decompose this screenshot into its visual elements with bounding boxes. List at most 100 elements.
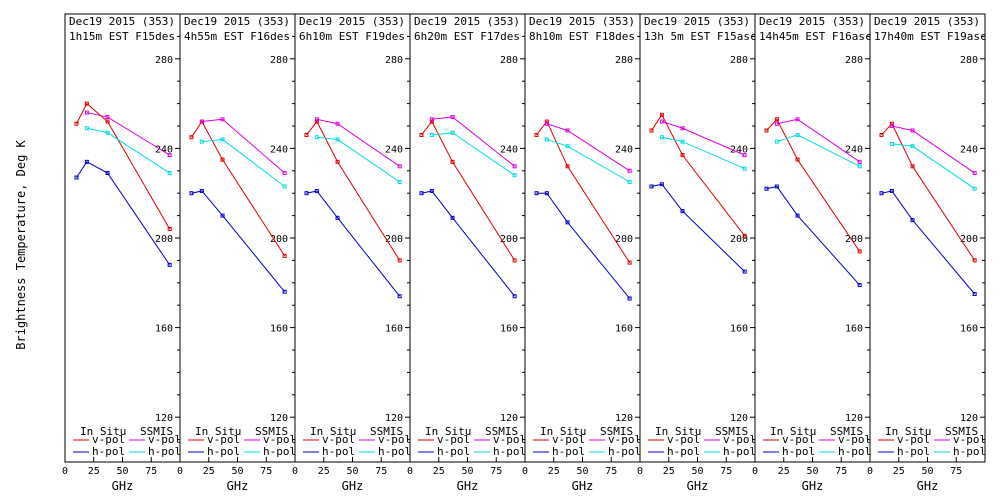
y-tick-label: 120 [500,413,518,424]
data-point-ssmis_h [512,173,517,178]
series-line-insitu_h [306,190,401,297]
y-tick-label: 160 [500,324,518,335]
data-point-ssmis_v [450,115,455,120]
legend-label-ssmis-hpol: h-pol [953,445,986,458]
x-tick-label: 0 [177,466,183,477]
data-point-ssmis_v [680,126,685,131]
data-point-ssmis_h [397,180,402,184]
series-line-ssmis_h [431,132,515,176]
y-tick-label: 240 [155,144,173,155]
data-point-insitu_h [879,191,884,196]
data-point-ssmis_h [199,139,204,144]
panel-1: Dec19 2015 (353) 1h15m EST F15des 120 160 20… [62,13,181,493]
data-point-ssmis_h [84,126,89,131]
data-point-insitu_h [397,294,402,299]
panel-title-date: Dec19 2015 (353) [184,15,290,28]
data-point-insitu_h [74,175,79,180]
data-point-ssmis_h [627,180,632,184]
x-axis-label: GHz [917,479,939,493]
data-point-ssmis_h [335,137,340,142]
series-line-insitu_v [306,120,401,261]
legend-label-insitu-hpol: h-pol [437,445,470,458]
panel-title-time: 6h10m EST F19des [299,30,405,43]
y-tick-label: 240 [845,144,863,155]
legend-label-ssmis-vpol: v-pol [723,433,756,446]
x-tick-label: 50 [346,466,358,477]
series-line-insitu_h [421,190,516,297]
panel-4: Dec19 2015 (353) 6h20m EST F17des 120 160 20… [407,13,526,493]
y-tick-label: 280 [500,55,518,66]
data-point-insitu_v [105,119,110,124]
series-line-insitu_v [651,113,746,237]
series-line-ssmis_v [776,118,860,163]
data-point-insitu_h [627,296,632,301]
legend-title-insitu: In Situ [770,425,816,438]
legend-title-insitu: In Situ [425,425,471,438]
series-line-ssmis_v [86,112,170,156]
x-tick-label: 50 [231,466,243,477]
x-tick-label: 75 [605,466,617,477]
data-point-insitu_v [627,260,632,265]
data-point-insitu_h [795,213,800,218]
legend-label-ssmis-hpol: h-pol [378,445,411,458]
data-point-ssmis_v [889,124,894,128]
legend-title-ssmis: SSMIS [600,425,633,438]
data-point-insitu_v [450,159,455,164]
x-tick-label: 75 [835,466,847,477]
data-point-insitu_h [84,159,89,164]
x-tick-label: 50 [806,466,818,477]
legend-title-ssmis: SSMIS [715,425,748,438]
x-tick-label: 25 [318,466,330,477]
y-tick-label: 280 [845,55,863,66]
series-line-insitu_h [881,190,976,295]
panel-title-date: Dec19 2015 (353) [529,15,635,28]
data-point-ssmis_h [282,184,287,189]
legend-label-ssmis-vpol: v-pol [608,433,641,446]
data-point-insitu_v [649,128,654,133]
x-tick-label: 0 [292,466,298,477]
legend-label-ssmis-vpol: v-pol [493,433,526,446]
x-tick-label: 0 [62,466,68,477]
legend-title-ssmis: SSMIS [255,425,288,438]
legend-label-ssmis-vpol: v-pol [263,433,296,446]
x-tick-label: 75 [145,466,157,477]
legend-label-insitu-vpol: v-pol [322,433,355,446]
legend-title-insitu: In Situ [885,425,931,438]
x-axis-label: GHz [342,479,364,493]
legend-label-insitu-vpol: v-pol [92,433,125,446]
panel-title-time: 14h45m EST F16asc [759,30,872,43]
data-point-ssmis_h [314,135,319,140]
x-tick-label: 50 [691,466,703,477]
data-point-insitu_h [544,191,549,196]
y-tick-label: 200 [500,234,518,245]
series-line-ssmis_v [546,123,630,172]
data-point-insitu_v [795,157,800,162]
data-point-insitu_h [972,292,977,296]
series-line-insitu_v [536,120,631,263]
legend-title-insitu: In Situ [80,425,126,438]
series-line-insitu_v [421,120,516,261]
data-point-insitu_v [335,159,340,164]
legend-label-insitu-hpol: h-pol [782,445,815,458]
data-point-ssmis_h [565,144,570,149]
x-tick-label: 75 [490,466,502,477]
data-point-insitu_h [534,191,539,196]
data-point-ssmis_h [220,137,225,142]
x-axis-label: GHz [802,479,824,493]
legend-label-insitu-vpol: v-pol [552,433,585,446]
data-point-insitu_v [857,249,862,254]
x-tick-label: 0 [407,466,413,477]
y-tick-label: 160 [845,324,863,335]
x-tick-label: 75 [260,466,272,477]
series-line-ssmis_v [431,116,515,167]
y-tick-label: 240 [960,144,978,155]
panel-title-date: Dec19 2015 (353) [874,15,980,28]
y-tick-label: 120 [730,413,748,424]
data-point-ssmis_v [429,117,434,122]
x-tick-label: 25 [778,466,790,477]
data-point-ssmis_v [167,153,172,158]
legend-label-insitu-vpol: v-pol [437,433,470,446]
data-point-insitu_v [972,258,977,263]
